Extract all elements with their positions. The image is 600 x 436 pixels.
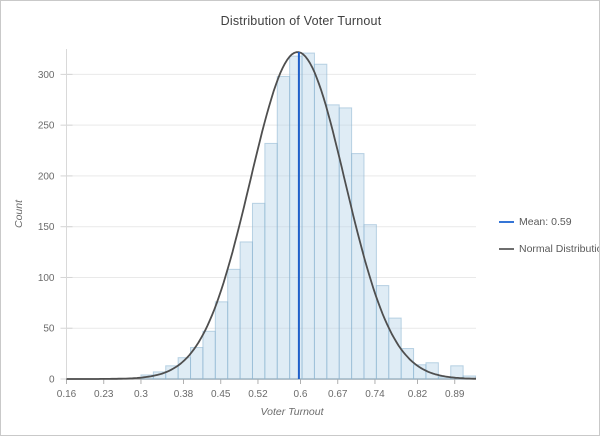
y-tick-label: 100 xyxy=(38,273,55,284)
y-tick-label: 0 xyxy=(49,375,55,386)
y-tick-label: 200 xyxy=(38,171,55,182)
x-axis-title: Voter Turnout xyxy=(260,406,324,418)
histogram-bar[interactable] xyxy=(388,317,402,380)
x-tick-label: 0.82 xyxy=(408,389,428,400)
histogram-bar[interactable] xyxy=(301,52,315,380)
histogram-bar[interactable] xyxy=(251,202,266,380)
histogram-bar[interactable] xyxy=(289,55,303,380)
normal-distribution-curve xyxy=(66,51,476,380)
histogram-bar[interactable] xyxy=(214,301,229,380)
histogram-bar[interactable] xyxy=(276,75,291,380)
legend-item-normal-distribution[interactable]: Normal Distribution xyxy=(499,243,600,255)
x-tick-label: 0.45 xyxy=(211,389,231,400)
histogram-bar[interactable] xyxy=(375,285,390,380)
x-tick-label: 0.74 xyxy=(365,389,385,400)
legend-label-mean: Mean: 0.59 xyxy=(519,216,572,228)
legend: Mean: 0.59 Normal Distribution xyxy=(499,216,600,270)
histogram-bar[interactable] xyxy=(239,241,253,380)
x-tick-label: 0.52 xyxy=(248,389,268,400)
histogram-bar[interactable] xyxy=(450,365,464,380)
x-tick-label: 0.16 xyxy=(57,389,77,400)
histogram-bar[interactable] xyxy=(363,224,377,380)
legend-item-mean[interactable]: Mean: 0.59 xyxy=(499,216,599,228)
histogram-bar[interactable] xyxy=(351,153,365,380)
mean-line-swatch-icon xyxy=(499,221,514,223)
x-tick-label: 0.89 xyxy=(445,389,465,400)
y-tick-label: 50 xyxy=(43,324,55,335)
y-tick-label: 150 xyxy=(38,222,55,233)
x-tick-label: 0.23 xyxy=(94,389,114,400)
x-tick-label: 0.38 xyxy=(174,389,194,400)
histogram-bar[interactable] xyxy=(202,330,216,380)
histogram-bar[interactable] xyxy=(264,142,278,380)
normal-distribution-swatch-icon xyxy=(499,248,514,250)
x-tick-label: 0.3 xyxy=(134,389,148,400)
histogram-bar[interactable] xyxy=(227,268,241,380)
y-axis-title: Count xyxy=(13,199,25,229)
x-tick-label: 0.6 xyxy=(294,389,308,400)
y-tick-label: 300 xyxy=(38,70,55,81)
legend-label-normal-distribution: Normal Distribution xyxy=(519,243,600,255)
y-tick-label: 250 xyxy=(38,121,55,132)
histogram-bar[interactable] xyxy=(313,63,328,380)
chart-title: Distribution of Voter Turnout xyxy=(220,14,382,28)
histogram-bar[interactable] xyxy=(338,107,353,380)
x-tick-label: 0.67 xyxy=(328,389,348,400)
